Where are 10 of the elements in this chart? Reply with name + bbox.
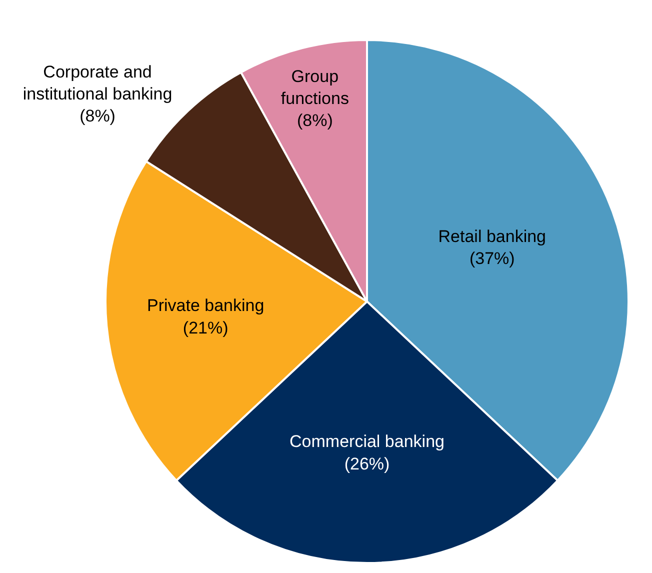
data-label: (26%) (344, 454, 390, 474)
data-label: (37%) (469, 248, 515, 268)
slice-label: Commercial banking (290, 432, 444, 452)
slice-label: Group functions (280, 67, 349, 108)
slice-label: Retail banking (438, 226, 546, 246)
data-label: (8%) (296, 111, 333, 130)
data-label: (21%) (182, 318, 228, 338)
slice-label: Corporate and institutional banking (22, 62, 172, 104)
data-label: (8%) (80, 106, 116, 126)
slice-label: Private banking (146, 296, 264, 316)
